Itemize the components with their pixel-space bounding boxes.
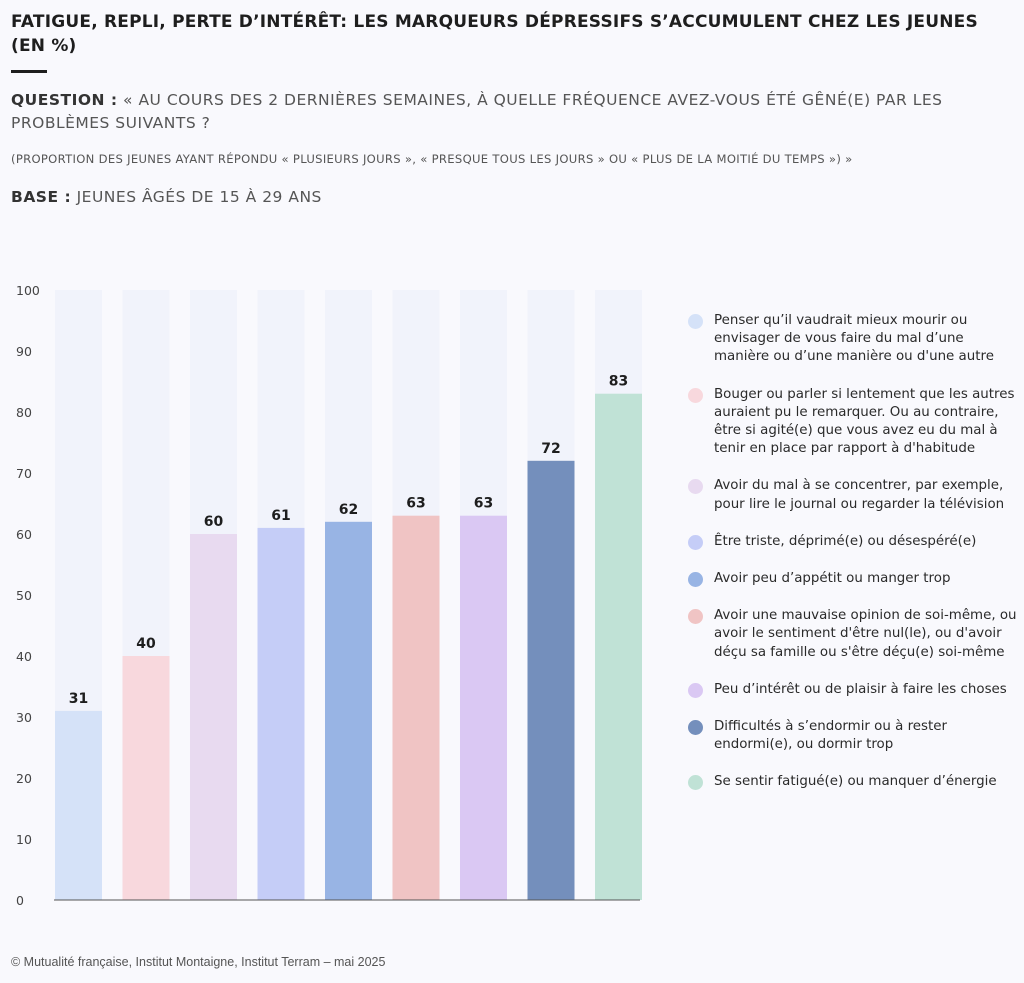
y-tick-label: 60 <box>16 527 32 542</box>
question-label: QUESTION : <box>11 91 118 109</box>
y-tick-label: 70 <box>16 466 32 481</box>
source-credit: © Mutualité française, Institut Montaign… <box>11 955 386 969</box>
legend-swatch <box>688 775 703 791</box>
legend-swatch <box>688 387 703 403</box>
legend-item: Se sentir fatigué(e) ou manquer d’énergi… <box>688 773 1018 791</box>
y-tick-label: 10 <box>16 832 32 847</box>
data-label: 62 <box>339 502 358 518</box>
legend-swatch <box>688 314 703 329</box>
bar <box>460 515 507 900</box>
chart-title: FATIGUE, REPLI, PERTE D’INTÉRÊT: LES MAR… <box>11 12 978 56</box>
legend-swatch <box>688 479 703 495</box>
question-text: QUESTION : « AU COURS DES 2 DERNIÈRES SE… <box>11 89 991 135</box>
data-label: 40 <box>136 636 156 652</box>
legend-item: Avoir une mauvaise opinion de soi-même, … <box>688 607 1018 662</box>
title-underline <box>11 70 47 73</box>
y-tick-label: 90 <box>16 344 32 359</box>
y-tick-label: 50 <box>16 588 32 603</box>
data-label: 31 <box>69 691 88 707</box>
question-body: « AU COURS DES 2 DERNIÈRES SEMAINES, À Q… <box>11 91 943 132</box>
bar <box>595 393 642 900</box>
bar <box>392 515 440 900</box>
legend-swatch <box>688 682 703 698</box>
bar-chart: 0 10 20 30 40 50 60 70 80 90 100 31 40 60 61 62 63 63 72 83 <box>16 283 642 908</box>
legend-swatch <box>688 572 703 588</box>
legend-swatch <box>688 609 703 625</box>
legend-label: Avoir une mauvaise opinion de soi-même, … <box>714 608 1017 660</box>
y-tick-label: 0 <box>16 893 24 908</box>
legend-label: Penser qu’il vaudrait mieux mourir ou en… <box>714 313 994 365</box>
data-label: 63 <box>474 496 493 512</box>
legend-item: Difficultés à s’endormir ou à rester end… <box>688 718 1018 754</box>
y-tick-label: 30 <box>16 710 32 725</box>
base-body: JEUNES ÂGÉS DE 15 À 29 ANS <box>76 188 322 206</box>
chart-legend: Penser qu’il vaudrait mieux mourir ou en… <box>688 312 1018 811</box>
bar <box>55 710 102 900</box>
y-tick-label: 20 <box>16 771 32 786</box>
legend-label: Peu d’intérêt ou de plaisir à faire les … <box>714 681 1007 697</box>
base-text: BASE : JEUNES ÂGÉS DE 15 À 29 ANS <box>11 186 322 208</box>
legend-item: Bouger ou parler si lentement que les au… <box>688 386 1018 459</box>
answer-note: (PROPORTION DES JEUNES AYANT RÉPONDU « P… <box>11 152 853 166</box>
legend-item: Être triste, déprimé(e) ou désespéré(e) <box>688 533 1018 551</box>
legend-label: Se sentir fatigué(e) ou manquer d’énergi… <box>714 774 997 790</box>
legend-label: Difficultés à s’endormir ou à rester end… <box>714 719 947 753</box>
legend-item: Peu d’intérêt ou de plaisir à faire les … <box>688 681 1018 699</box>
bar <box>527 460 575 900</box>
y-tick-label: 40 <box>16 649 32 664</box>
legend-label: Avoir peu d’appétit ou manger trop <box>714 571 951 587</box>
bar <box>190 534 237 900</box>
data-label: 83 <box>609 374 628 390</box>
legend-label: Être triste, déprimé(e) ou désespéré(e) <box>714 533 977 549</box>
legend-swatch <box>688 720 703 736</box>
data-label: 63 <box>406 496 425 512</box>
legend-label: Avoir du mal à se concentrer, par exempl… <box>714 478 1005 512</box>
legend-swatch <box>688 534 703 550</box>
y-tick-label: 80 <box>16 405 32 420</box>
data-label: 72 <box>541 441 560 457</box>
data-label: 60 <box>204 514 224 530</box>
legend-item: Avoir du mal à se concentrer, par exempl… <box>688 477 1018 513</box>
bar <box>325 521 372 900</box>
y-tick-label: 100 <box>16 283 40 298</box>
bar <box>257 527 305 900</box>
legend-item: Penser qu’il vaudrait mieux mourir ou en… <box>688 312 1018 367</box>
legend-item: Avoir peu d’appétit ou manger trop <box>688 570 1018 588</box>
bar <box>122 656 170 900</box>
data-label: 61 <box>271 508 290 524</box>
legend-label: Bouger ou parler si lentement que les au… <box>714 386 1015 457</box>
base-label: BASE : <box>11 188 72 206</box>
